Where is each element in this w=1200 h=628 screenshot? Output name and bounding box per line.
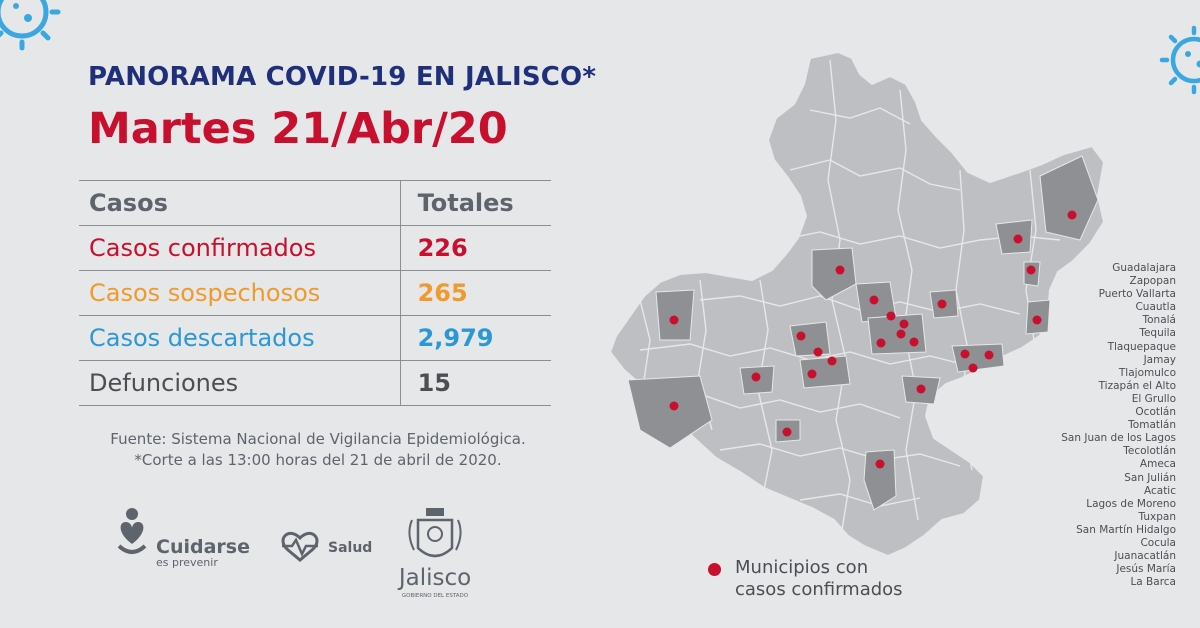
municipality-list-item: Jesús María bbox=[1116, 563, 1176, 576]
case-marker bbox=[1032, 315, 1042, 325]
table-row-confirmados: Casos confirmados 226 bbox=[79, 225, 551, 271]
case-marker bbox=[876, 338, 886, 348]
case-marker bbox=[835, 265, 845, 275]
legend-line: Municipios con bbox=[735, 557, 869, 578]
case-marker bbox=[899, 319, 909, 329]
municipality-list-item: Juanacatlán bbox=[1114, 550, 1176, 563]
column-header-casos: Casos bbox=[79, 180, 401, 226]
row-value: 265 bbox=[399, 270, 551, 316]
case-marker bbox=[782, 427, 792, 437]
report-date: Martes 21/Abr/20 bbox=[88, 104, 508, 154]
municipality-list-item: Ameca bbox=[1139, 458, 1176, 471]
municipality-list-item: El Grullo bbox=[1131, 392, 1176, 405]
case-marker bbox=[1067, 210, 1077, 220]
municipality-list-item: Lagos de Moreno bbox=[1086, 497, 1176, 510]
jalisco-logo-subtext: GOBIERNO DEL ESTADO bbox=[402, 593, 469, 599]
municipality-list-item: Acatic bbox=[1143, 484, 1176, 497]
municipality-list-item: San Juan de los Lagos bbox=[1061, 432, 1176, 445]
case-marker bbox=[909, 337, 919, 347]
case-marker bbox=[896, 329, 906, 339]
row-label: Defunciones bbox=[79, 360, 401, 406]
column-header-totales: Totales bbox=[399, 180, 551, 226]
virus-icon bbox=[0, 0, 61, 51]
jalisco-logo-text: Jalisco bbox=[397, 565, 471, 591]
case-marker bbox=[984, 350, 994, 360]
cuidarse-logo-icon bbox=[117, 508, 147, 554]
case-marker bbox=[960, 349, 970, 359]
row-value: 2,979 bbox=[399, 315, 551, 361]
table-row-descartados: Casos descartados 2,979 bbox=[79, 315, 551, 361]
cuidarse-logo-text: Cuidarse bbox=[156, 536, 250, 558]
case-marker bbox=[751, 372, 761, 382]
salud-logo-icon bbox=[281, 531, 319, 562]
source-note: Fuente: Sistema Nacional de Vigilancia E… bbox=[88, 429, 548, 471]
case-marker bbox=[886, 311, 896, 321]
municipality-list: Guadalajara Zapopan Puerto Vallarta Cuautla… bbox=[986, 262, 1176, 589]
cuidarse-logo-subtext: es prevenir bbox=[156, 556, 218, 569]
municipality-list-item: Tequila bbox=[1139, 327, 1176, 340]
table-header-row: Casos Totales bbox=[79, 180, 551, 226]
municipality-list-item: Tomatlán bbox=[1128, 419, 1176, 432]
table-row-defunciones: Defunciones 15 bbox=[79, 360, 551, 406]
municipality-list-item: La Barca bbox=[1130, 576, 1176, 589]
case-marker bbox=[937, 299, 947, 309]
municipality-list-item: Tecolotlán bbox=[1123, 445, 1176, 458]
municipality-list-item: Tuxpan bbox=[1138, 510, 1176, 523]
case-marker bbox=[669, 315, 679, 325]
case-marker bbox=[968, 363, 978, 373]
jalisco-coat-of-arms-icon bbox=[408, 508, 462, 558]
salud-logo-text: Salud bbox=[328, 540, 372, 556]
row-value: 15 bbox=[399, 360, 551, 406]
virus-icon bbox=[1159, 25, 1200, 95]
case-marker bbox=[875, 459, 885, 469]
case-marker bbox=[813, 347, 823, 357]
row-value: 226 bbox=[399, 225, 551, 271]
table-row-sospechosos: Casos sospechosos 265 bbox=[79, 270, 551, 316]
title-text-covid: COVID-19 bbox=[265, 62, 407, 92]
confirmed-case-markers bbox=[669, 210, 1077, 469]
legend-text: Municipios con casos confirmados bbox=[735, 557, 903, 601]
cutoff-line: *Corte a las 13:00 horas del 21 de abril… bbox=[134, 451, 502, 469]
municipality-list-item: Cocula bbox=[1140, 536, 1176, 549]
municipality-list-item: San Julián bbox=[1124, 471, 1176, 484]
cases-table: Casos Totales Casos confirmados 226 Caso… bbox=[79, 180, 551, 406]
row-label: Casos descartados bbox=[79, 315, 401, 361]
case-marker bbox=[796, 331, 806, 341]
case-marker bbox=[669, 401, 679, 411]
case-marker bbox=[1013, 234, 1023, 244]
title-text-panorama: PANORAMA bbox=[88, 62, 266, 92]
footer-logos: Cuidarse es prevenir Salud Jalisco GOBIE… bbox=[117, 508, 471, 599]
municipality-list-item: Tonalá bbox=[1142, 314, 1177, 327]
municipality-list-item: Zapopan bbox=[1129, 275, 1176, 288]
municipality-list-item: Tlajomulco bbox=[1118, 366, 1176, 379]
state-outline bbox=[609, 51, 1105, 557]
row-label: Casos sospechosos bbox=[79, 270, 401, 316]
page-title: PANORAMA COVID-19 EN JALISCO* bbox=[88, 62, 596, 92]
case-marker bbox=[1026, 265, 1036, 275]
municipality-list-item: Puerto Vallarta bbox=[1098, 288, 1176, 301]
municipality-list-item: Cuautla bbox=[1135, 301, 1176, 314]
legend-dot-icon bbox=[708, 563, 721, 576]
row-label: Casos confirmados bbox=[79, 225, 401, 271]
case-marker bbox=[916, 384, 926, 394]
title-text-jalisco: EN JALISCO* bbox=[406, 62, 597, 92]
municipality-list-item: Tlaquepaque bbox=[1107, 340, 1176, 353]
case-marker bbox=[869, 295, 879, 305]
municipality-list-item: Guadalajara bbox=[1112, 262, 1176, 274]
municipality-list-item: Tizapán el Alto bbox=[1098, 379, 1176, 392]
municipality-list-item: San Martín Hidalgo bbox=[1076, 523, 1176, 536]
legend-line: casos confirmados bbox=[735, 579, 903, 600]
source-line: Fuente: Sistema Nacional de Vigilancia E… bbox=[110, 430, 526, 448]
case-marker bbox=[827, 356, 837, 366]
municipality-list-item: Ocotlán bbox=[1135, 406, 1176, 419]
municipality-list-item: Jamay bbox=[1143, 353, 1176, 366]
case-marker bbox=[807, 369, 817, 379]
